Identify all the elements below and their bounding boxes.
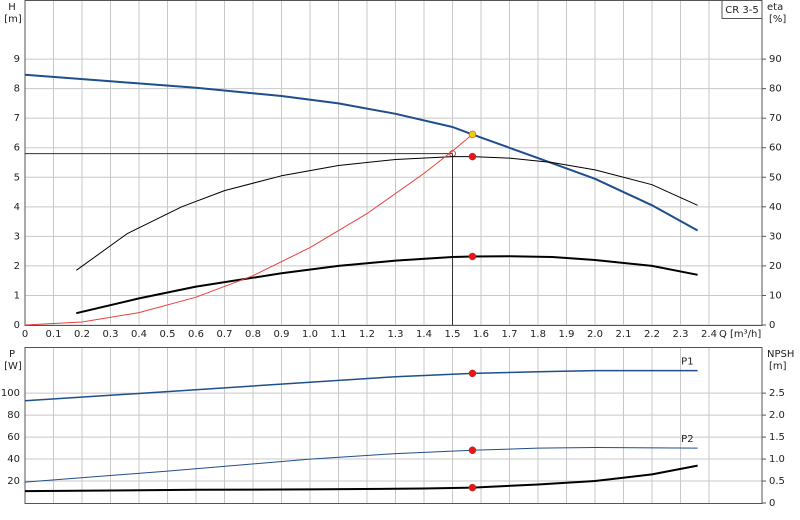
x-tick-label: 1.4 xyxy=(416,329,432,340)
curve xyxy=(24,73,699,232)
x-tick-label: 0.1 xyxy=(46,329,62,340)
title-box xyxy=(721,0,763,19)
y2-tick-label: 1.0 xyxy=(769,454,785,465)
x-tick-label: 1.1 xyxy=(331,329,347,340)
operating-point xyxy=(468,483,477,492)
plot-frame xyxy=(24,0,763,326)
x-tick-label: 0.7 xyxy=(217,329,233,340)
operating-point xyxy=(468,252,477,261)
operating-point xyxy=(468,369,477,378)
x-tick-label: 2.0 xyxy=(587,329,603,340)
x-tick-label: 2.2 xyxy=(644,329,660,340)
y-tick-label: 5 xyxy=(14,172,20,183)
y2-tick-label: 60 xyxy=(769,143,782,154)
y2-tick-label: 50 xyxy=(769,172,782,183)
y-tick-label: 8 xyxy=(14,84,20,95)
operating-point xyxy=(468,152,477,161)
x-tick-label: 2.1 xyxy=(616,329,632,340)
y-tick-label: 60 xyxy=(7,432,20,443)
x-tick-label: 2.3 xyxy=(673,329,689,340)
x-tick-label: 1.9 xyxy=(559,329,575,340)
x-tick-label: 1.5 xyxy=(445,329,461,340)
y2-tick-label: 90 xyxy=(769,54,782,65)
x-tick-label: 0 xyxy=(22,329,28,340)
series-label: P1 xyxy=(681,357,693,368)
y-tick-label: 3 xyxy=(14,231,20,242)
y2-tick-label: 2.5 xyxy=(769,388,785,399)
x-axis-label: Q [m³/h] xyxy=(719,329,761,340)
y-tick-label: 1 xyxy=(14,290,20,301)
curve xyxy=(76,156,698,271)
y2-axis-label: eta xyxy=(767,2,783,13)
y2-tick-label: 10 xyxy=(769,290,782,301)
y2-tick-label: 0 xyxy=(769,320,775,331)
x-tick-label: 0.8 xyxy=(245,329,261,340)
chart-title: CR 3-5 xyxy=(725,5,758,16)
y2-tick-label: 80 xyxy=(769,84,782,95)
y-tick-label: 6 xyxy=(14,143,20,154)
curve xyxy=(24,447,698,483)
series-label: P2 xyxy=(681,434,693,445)
y-tick-label: 20 xyxy=(7,476,20,487)
x-tick-label: 0.3 xyxy=(103,329,119,340)
x-tick-label: 1.2 xyxy=(359,329,375,340)
y2-tick-label: 70 xyxy=(769,113,782,124)
y2-tick-label: 30 xyxy=(769,231,782,242)
y-tick-label: 2 xyxy=(14,261,20,272)
y2-tick-label: 20 xyxy=(769,261,782,272)
x-tick-label: 0.9 xyxy=(274,329,290,340)
x-tick-label: 1.8 xyxy=(530,329,546,340)
y2-tick-label: 40 xyxy=(769,202,782,213)
y-tick-label: 9 xyxy=(14,54,20,65)
y-tick-label: 7 xyxy=(14,113,20,124)
x-tick-label: 1.3 xyxy=(388,329,404,340)
x-tick-label: 1.6 xyxy=(473,329,489,340)
y2-tick-label: 2.0 xyxy=(769,410,785,421)
x-tick-label: 0.4 xyxy=(131,329,147,340)
y2-axis-label: NPSH xyxy=(767,349,794,360)
y2-axis-unit: [%] xyxy=(769,14,786,25)
curve xyxy=(24,134,473,326)
y2-tick-label: 1.5 xyxy=(769,432,785,443)
y2-tick-label: 0 xyxy=(769,498,775,509)
operating-point xyxy=(468,130,477,139)
y-tick-label: 80 xyxy=(7,410,20,421)
y-tick-label: 40 xyxy=(7,454,20,465)
y2-axis-unit: [m] xyxy=(769,361,787,372)
x-tick-label: 1.7 xyxy=(502,329,518,340)
y-tick-label: 0 xyxy=(14,320,20,331)
y-tick-label: 4 xyxy=(14,202,20,213)
y-axis-unit: [m] xyxy=(4,14,22,25)
x-tick-label: 0.6 xyxy=(188,329,204,340)
x-tick-label: 2.4 xyxy=(701,329,717,340)
curve xyxy=(24,369,698,402)
y-axis-label: H xyxy=(8,2,16,13)
y-axis-label: P xyxy=(9,349,15,360)
x-tick-label: 1.0 xyxy=(302,329,318,340)
y-axis-unit: [W] xyxy=(4,361,22,372)
x-tick-label: 0.2 xyxy=(74,329,90,340)
plot-frame xyxy=(24,347,763,504)
y2-tick-label: 0.5 xyxy=(769,476,785,487)
operating-point xyxy=(468,446,477,455)
y-tick-label: 100 xyxy=(1,388,20,399)
curve xyxy=(76,255,698,315)
x-tick-label: 0.5 xyxy=(160,329,176,340)
